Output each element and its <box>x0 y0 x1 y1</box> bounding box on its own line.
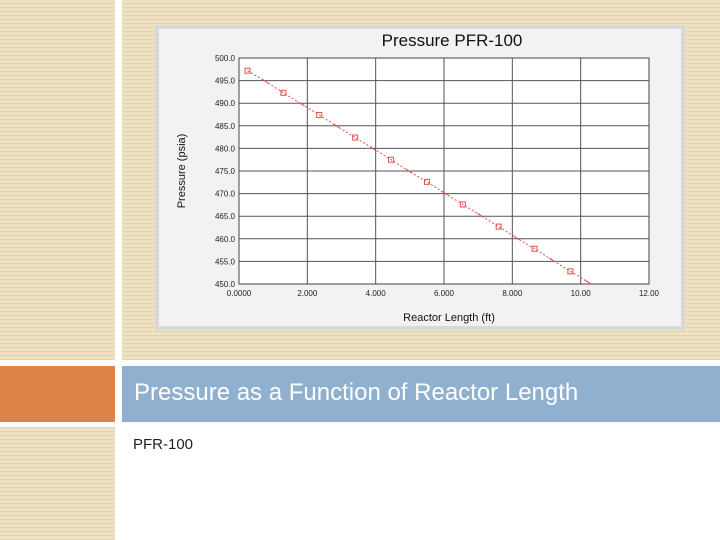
chart-image: Pressure PFR-100 0.0000 2.000 4.000 6.000 8.0… <box>155 25 685 330</box>
data-point <box>244 67 251 74</box>
title-bar <box>122 366 720 422</box>
y-tick-label: 500.0 <box>215 54 236 63</box>
x-tick-label: 8.000 <box>502 289 523 298</box>
y-tick-label: 455.0 <box>215 257 236 266</box>
x-tick-label: 2.000 <box>297 289 318 298</box>
pressure-chart: Pressure PFR-100 0.0000 2.000 4.000 6.000 8.0… <box>159 29 681 326</box>
x-tick-label: 6.000 <box>434 289 455 298</box>
data-point <box>388 156 395 163</box>
data-point <box>495 223 502 230</box>
y-tick-label: 490.0 <box>215 99 236 108</box>
y-axis-label: Pressure (psia) <box>176 134 188 209</box>
data-point <box>369 145 377 151</box>
data-point <box>262 79 269 84</box>
y-tick-label: 465.0 <box>215 212 236 221</box>
plot-border <box>238 57 650 285</box>
x-axis-label: Reactor Length (ft) <box>403 312 495 324</box>
data-point <box>423 178 430 185</box>
x-tick-label: 10.00 <box>571 289 592 298</box>
y-tick-label: 470.0 <box>215 190 236 199</box>
data-point <box>549 257 556 263</box>
series-line <box>247 70 589 283</box>
y-tick-label: 450.0 <box>215 280 236 289</box>
x-tick-label: 0.0000 <box>227 289 252 298</box>
data-point <box>513 235 520 241</box>
data-point <box>405 168 413 174</box>
data-point <box>280 89 287 96</box>
accent-block <box>0 366 115 422</box>
x-tick-label: 12.00 <box>639 289 660 298</box>
data-point <box>352 134 359 141</box>
left-margin-panel <box>0 0 115 540</box>
x-tick-label: 4.000 <box>366 289 387 298</box>
slide-title: Pressure as a Function of Reactor Length <box>134 379 579 406</box>
y-tick-label: 485.0 <box>215 122 236 131</box>
data-point <box>333 123 341 129</box>
data-point <box>441 190 448 196</box>
y-tick-label: 480.0 <box>215 144 236 153</box>
data-point <box>584 279 592 285</box>
chart-title: Pressure PFR-100 <box>382 31 523 50</box>
vertical-divider <box>115 0 122 540</box>
y-tick-label: 495.0 <box>215 77 236 86</box>
horizontal-divider-bottom <box>0 422 720 427</box>
y-tick-label: 460.0 <box>215 235 236 244</box>
data-point <box>459 201 466 208</box>
data-point <box>567 268 574 275</box>
data-point <box>298 101 305 107</box>
horizontal-divider-top <box>0 360 720 366</box>
data-point <box>531 245 538 252</box>
data-point <box>477 212 484 218</box>
data-point <box>316 111 323 118</box>
y-tick-label: 475.0 <box>215 167 236 176</box>
slide-subtitle: PFR-100 <box>133 436 194 453</box>
subtitle-panel <box>122 427 720 540</box>
